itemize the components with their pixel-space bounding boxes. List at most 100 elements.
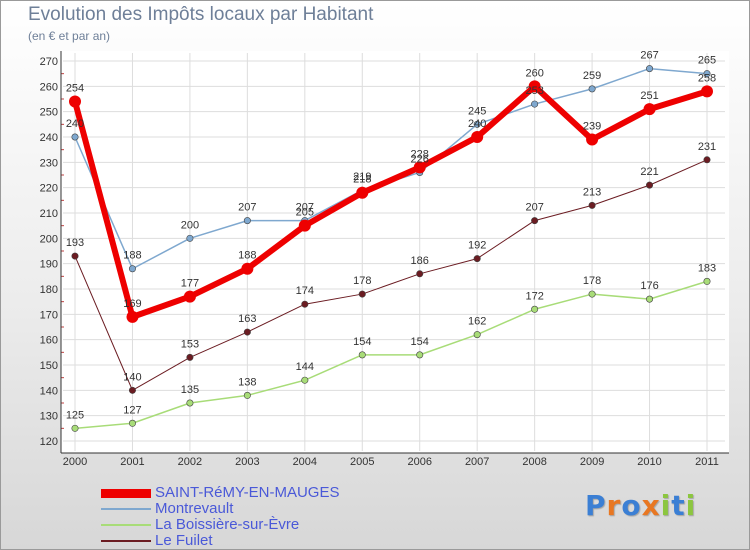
data-point <box>701 85 713 98</box>
x-tick-label: 2004 <box>293 456 317 468</box>
legend-swatch <box>101 508 151 510</box>
data-point <box>531 305 539 313</box>
data-point <box>473 331 481 339</box>
data-point <box>71 133 79 141</box>
data-point <box>243 217 251 225</box>
x-tick-label: 2007 <box>465 456 489 468</box>
data-label: 267 <box>640 50 658 62</box>
data-label: 240 <box>468 118 486 130</box>
y-tick-label: 130 <box>40 411 58 423</box>
data-label: 213 <box>583 186 601 198</box>
data-label: 188 <box>123 250 141 262</box>
data-label: 221 <box>640 166 658 178</box>
legend-swatch <box>101 524 151 526</box>
data-label: 207 <box>525 202 543 214</box>
data-label: 192 <box>468 240 486 252</box>
data-point <box>413 161 426 174</box>
x-tick-label: 2003 <box>235 456 259 468</box>
data-point <box>588 201 596 209</box>
data-point <box>71 252 79 260</box>
data-point <box>531 100 539 108</box>
data-point <box>186 399 194 407</box>
data-point <box>301 376 309 384</box>
data-point <box>301 300 309 308</box>
x-tick-label: 2008 <box>522 456 546 468</box>
data-label: 178 <box>583 275 601 287</box>
legend-label: Le Fuilet <box>155 532 213 549</box>
y-tick-label: 180 <box>40 284 58 296</box>
x-tick-label: 2009 <box>580 456 604 468</box>
data-label: 207 <box>296 202 314 214</box>
data-point <box>588 290 596 298</box>
logo-letter: P <box>585 489 607 522</box>
y-tick-label: 150 <box>40 360 58 372</box>
data-point <box>243 391 251 399</box>
x-tick-label: 2000 <box>63 456 87 468</box>
y-tick-label: 120 <box>40 436 58 448</box>
data-point <box>128 386 136 394</box>
data-label: 253 <box>525 85 543 97</box>
data-label: 245 <box>468 105 486 117</box>
data-label: 240 <box>66 118 84 130</box>
data-point <box>356 186 369 199</box>
data-label: 177 <box>181 278 199 290</box>
proxiti-logo: Proxiti <box>585 489 696 522</box>
data-point <box>586 133 599 146</box>
data-point <box>69 95 81 108</box>
data-label: 193 <box>66 237 84 249</box>
data-point <box>588 85 596 93</box>
data-point <box>416 270 424 278</box>
y-tick-label: 170 <box>40 309 58 321</box>
x-tick-label: 2005 <box>350 456 374 468</box>
data-point <box>298 219 311 232</box>
y-tick-label: 250 <box>40 107 58 119</box>
data-point <box>646 295 654 303</box>
data-point <box>241 262 254 275</box>
chart-subtitle: (en € et par an) <box>28 29 111 43</box>
data-label: 163 <box>238 313 256 325</box>
legend-swatch <box>101 540 151 542</box>
data-point <box>703 277 711 285</box>
y-tick-label: 260 <box>40 81 58 93</box>
logo-letter: o <box>621 489 642 522</box>
data-point <box>643 103 656 116</box>
y-tick-label: 270 <box>40 56 58 68</box>
data-point <box>473 120 481 128</box>
data-label: 258 <box>698 72 716 84</box>
data-label: 251 <box>640 90 658 102</box>
data-label: 178 <box>353 275 371 287</box>
data-label: 140 <box>123 371 141 383</box>
data-label: 259 <box>583 70 601 82</box>
x-tick-label: 2001 <box>120 456 144 468</box>
x-tick-label: 2002 <box>178 456 202 468</box>
data-point <box>126 310 139 323</box>
logo-letter: i <box>660 489 672 522</box>
data-label: 265 <box>698 55 716 67</box>
legend-label: SAINT-RéMY-EN-MAUGES <box>155 484 340 501</box>
data-label: 254 <box>66 83 84 95</box>
data-point <box>416 351 424 359</box>
data-label: 144 <box>296 361 314 373</box>
y-tick-label: 190 <box>40 259 58 271</box>
data-label: 226 <box>411 153 429 165</box>
data-point <box>186 353 194 361</box>
data-label: 153 <box>181 338 199 350</box>
plot-area <box>61 51 729 453</box>
data-label: 186 <box>411 255 429 267</box>
data-point <box>186 234 194 242</box>
data-label: 138 <box>238 376 256 388</box>
y-tick-label: 210 <box>40 208 58 220</box>
data-label: 125 <box>66 409 84 421</box>
data-point <box>71 424 79 432</box>
data-label: 172 <box>525 290 543 302</box>
data-label: 135 <box>181 384 199 396</box>
data-label: 200 <box>181 219 199 231</box>
y-tick-label: 230 <box>40 157 58 169</box>
data-label: 228 <box>411 148 429 160</box>
y-tick-label: 200 <box>40 233 58 245</box>
x-tick-label: 2010 <box>637 456 661 468</box>
legend-swatch <box>101 488 151 498</box>
data-point <box>646 181 654 189</box>
